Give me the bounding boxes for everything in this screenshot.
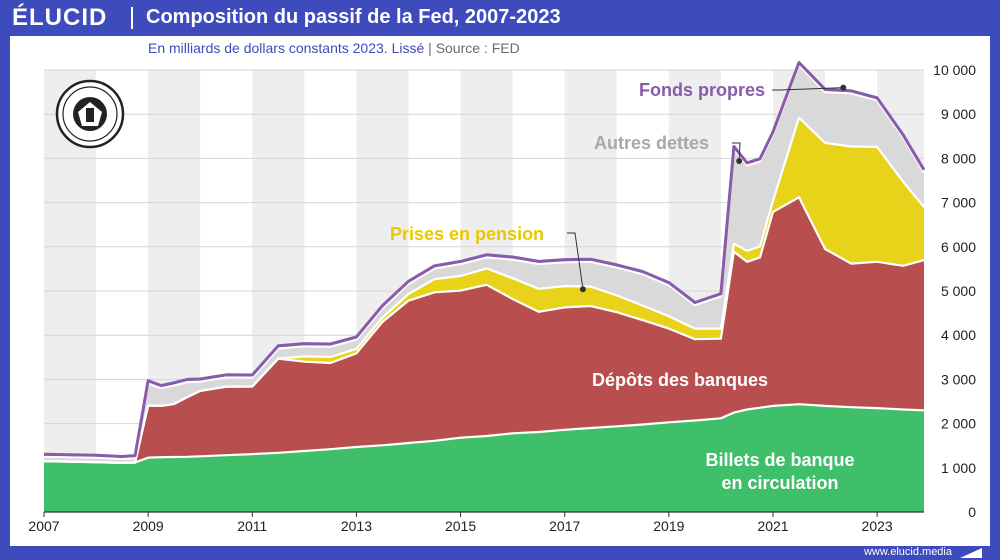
area-pensions [44,117,924,463]
x-tick-label: 2011 [237,518,267,534]
y-tick-label: 7 000 [941,195,976,211]
brand-logo[interactable]: ÉLUCID [12,4,108,31]
label-billets: en circulation [721,473,838,493]
x-tick-label: 2017 [549,518,580,534]
chart-title: Composition du passif de la Fed, 2007-20… [146,6,561,28]
border-billets [43,403,925,464]
y-axis: 0 1 000 2 000 3 000 4 000 5 000 6 000 7 000 8 00… [933,62,976,520]
series-borders [43,61,926,464]
y-tick-label: 2 000 [941,416,976,432]
label-billets: Billets de banque [705,450,854,470]
x-tick-label: 2007 [28,518,59,534]
border-fonds_propres [43,61,926,458]
label-pensions: Prises en pension [390,224,544,244]
y-tick-label: 6 000 [941,239,976,255]
y-tick-label: 1 000 [941,460,976,476]
leader-line [732,142,741,162]
x-tick-label: 2021 [757,518,788,534]
y-tick-label: 5 000 [941,283,976,299]
federal-reserve-seal-icon [55,79,125,149]
y-tick-label: 9 000 [941,106,976,122]
x-tick-label: 2019 [653,518,684,534]
x-axis: 2007 2009 2011 2013 2015 2017 2019 2021 2023 [28,511,924,534]
label-autres: Autres dettes [594,133,709,153]
brand-mark-icon [960,548,982,558]
x-tick-label: 2023 [862,518,893,534]
series-areas [44,62,924,512]
header-divider [131,7,133,29]
x-tick-label: 2015 [445,518,476,534]
label-fonds_propres: Fonds propres [639,80,765,100]
border-pensions [43,116,925,464]
x-tick-label: 2009 [133,518,164,534]
leader-dot [736,158,743,165]
x-tick-label: 2013 [341,518,372,534]
subtitle-units: En milliards de dollars constants 2023. … [148,40,425,56]
y-tick-label: 8 000 [941,150,976,166]
leader-dot [579,286,586,293]
y-tick-label: 10 000 [933,62,976,78]
leader-line [772,87,844,91]
header-bar: ÉLUCID Composition du passif de la Fed, … [0,0,1000,36]
subtitle-source: Source : FED [435,40,520,56]
area-autres [44,65,924,463]
footer-url[interactable]: www.elucid.media [863,546,952,558]
y-tick-label: 3 000 [941,371,976,387]
y-tick-label: 0 [968,504,976,520]
y-tick-label: 4 000 [941,327,976,343]
leader-dot [840,84,847,91]
subtitle-separator: | [428,40,432,56]
chart-subtitle: En milliards de dollars constants 2023. … [148,40,520,56]
area-depots [44,197,924,463]
leader-line [567,232,584,290]
series-labels: Fonds propres Autres dettes Prises en pens… [390,80,855,493]
area-billets [44,404,924,512]
label-depots: Dépôts des banques [592,370,768,390]
